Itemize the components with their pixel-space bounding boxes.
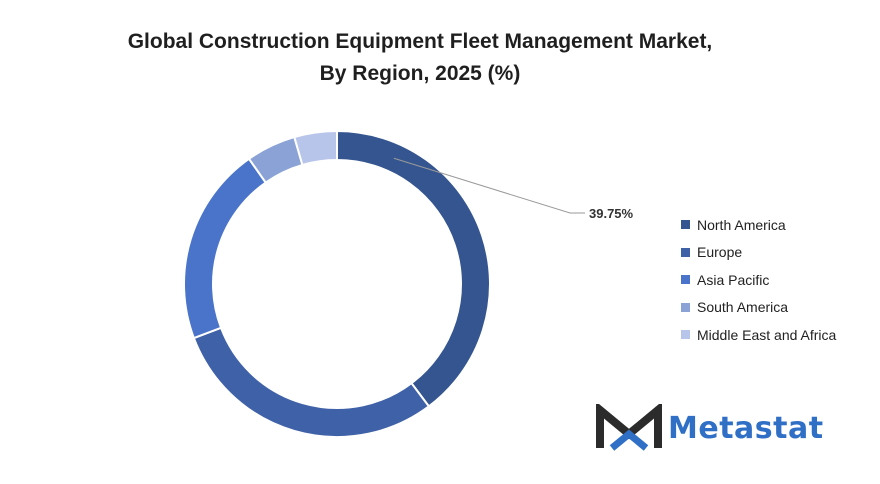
legend-label: Europe — [697, 244, 743, 261]
donut-slice-asia-pacific — [183, 157, 268, 340]
legend-item-south-america: South America — [681, 294, 836, 322]
metastat-logo-icon — [596, 404, 662, 451]
brand-name: Metastat — [668, 410, 824, 446]
legend-label: Middle East and Africa — [697, 326, 837, 343]
donut-slice-europe — [192, 326, 431, 438]
legend-swatch — [681, 302, 690, 312]
donut-slice-middle-east-and-africa — [293, 129, 338, 167]
legend-swatch — [681, 220, 690, 230]
legend-swatch — [681, 247, 690, 257]
chart-title-line-2: By Region, 2025 (%) — [319, 62, 521, 85]
legend-label: Asia Pacific — [697, 271, 770, 288]
data-label-north-america: 39.75% — [589, 206, 634, 221]
legend-item-asia-pacific: Asia Pacific — [681, 266, 836, 294]
legend-item-middle-east-and-africa: Middle East and Africa — [681, 321, 836, 349]
chart-legend: North America Europe Asia Pacific South Ame… — [681, 211, 836, 349]
chart-title: Global Construction Equipment Fleet Mana… — [90, 26, 750, 90]
chart-title-line-1: Global Construction Equipment Fleet Mana… — [127, 30, 713, 53]
data-label-leader-line — [393, 157, 585, 214]
donut-slice-north-america — [336, 129, 491, 408]
legend-item-north-america: North America — [681, 211, 836, 239]
brand-logo: Metastat — [596, 404, 824, 452]
legend-item-europe: Europe — [681, 239, 836, 267]
legend-label: South America — [697, 299, 789, 316]
legend-swatch — [681, 330, 690, 340]
legend-label: North America — [697, 216, 786, 233]
legend-swatch — [681, 275, 690, 285]
